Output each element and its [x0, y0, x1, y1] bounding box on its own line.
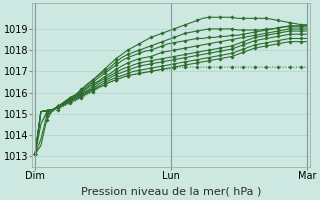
- X-axis label: Pression niveau de la mer( hPa ): Pression niveau de la mer( hPa ): [81, 187, 261, 197]
